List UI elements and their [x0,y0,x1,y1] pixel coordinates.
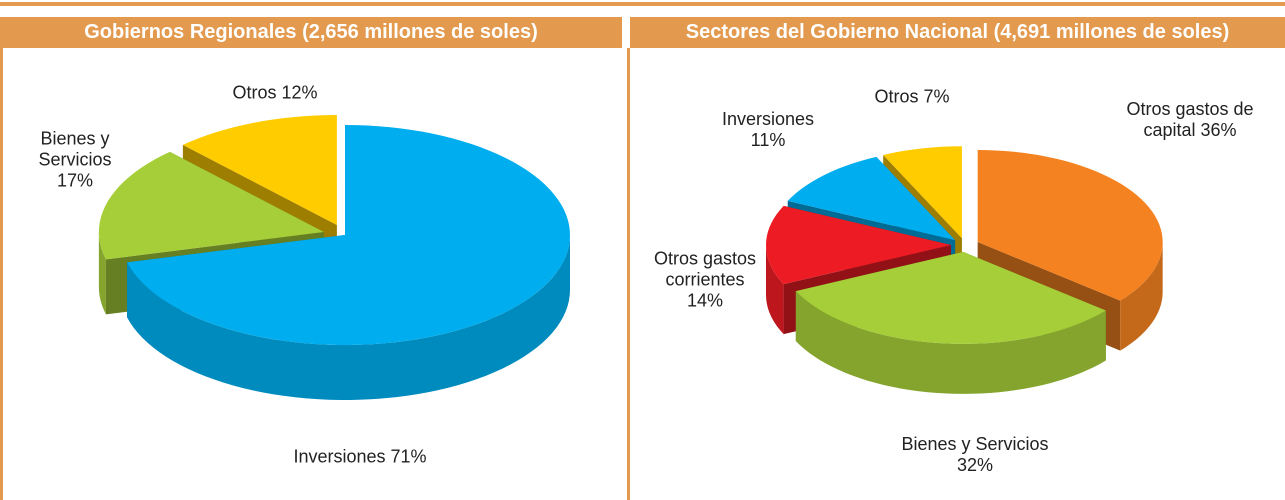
slice-side [98,231,106,315]
slice [182,114,337,225]
category-label: Otros gastos de capital [1126,99,1254,140]
top-rule [0,2,1285,6]
chart-title: Sectores del Gobierno Nacional (4,691 mi… [630,17,1285,48]
category-label: Otros [874,86,919,107]
value-label: 32% [956,455,994,475]
slice-label: Otros gastos corrientes 14% [650,249,760,312]
slice [766,205,951,285]
slice-label: Bienes y Servicios 17% [25,129,125,192]
category-label: Inversiones [721,109,815,129]
slice [977,150,1163,301]
value-label: 11% [750,130,786,150]
panel-border [0,48,3,500]
panel-border [627,48,630,500]
value-label: 7% [923,86,950,107]
slice-side [766,245,784,335]
value-label: 71% [390,446,427,467]
slice [98,151,324,260]
category-label: Otros gastos corrientes [653,248,757,290]
category-label: Bienes y Servicios [38,128,112,170]
category-label: Inversiones [293,446,386,467]
slice-label: Otros 7% [837,87,987,108]
slice [883,146,962,239]
category-label: Bienes y Servicios [901,434,1049,454]
slice-side [127,235,570,400]
slice-label: Otros 12% [175,83,375,104]
value-label: 36% [1200,120,1237,140]
category-label: Otros [232,82,277,103]
value-label: 17% [56,170,94,191]
value-label: 14% [686,290,724,311]
slice-label: Otros gastos de capital 36% [1100,99,1280,141]
slice-side [795,291,1106,394]
slice [795,251,1106,344]
value-label: 12% [281,82,318,103]
slice-label: Inversiones 11% [708,109,828,151]
slice [787,156,956,241]
slice-side [1120,242,1163,351]
slice [127,125,570,345]
slice-label: Bienes y Servicios 32% [885,434,1065,476]
chart-title: Gobiernos Regionales (2,656 millones de … [0,17,622,48]
slice-label: Inversiones 71% [210,447,510,468]
